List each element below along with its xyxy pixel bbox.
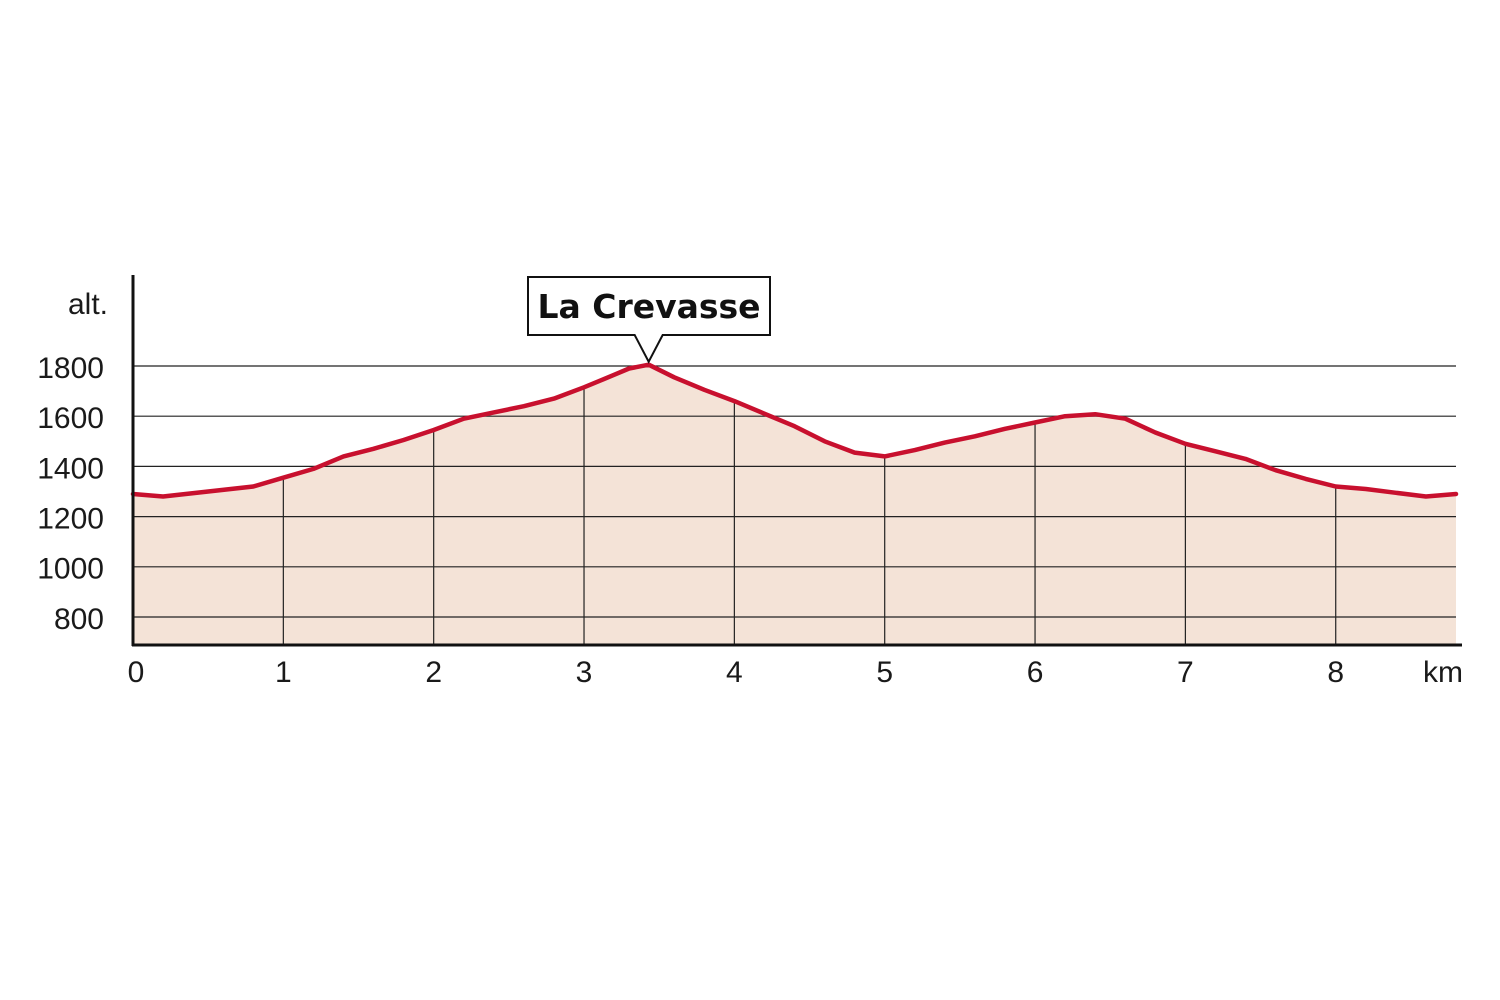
y-tick-label-1000: 1000 [37,553,104,586]
grid-layer [133,365,1456,645]
x-tick-label-5: 5 [876,656,893,689]
summit-callout-box [527,276,771,364]
summit-callout: La Crevasse [527,276,771,364]
y-tick-label-800: 800 [54,603,104,636]
x-tick-label-2: 2 [425,656,442,689]
x-tick-label-0: 0 [128,656,145,689]
profile-area [133,364,1456,645]
x-tick-label-1: 1 [275,656,292,689]
y-axis-label: alt. [68,288,108,321]
x-tick-label-3: 3 [576,656,593,689]
summit-callout-label: La Crevasse [537,287,760,326]
x-tick-label-4: 4 [726,656,743,689]
y-tick-label-1200: 1200 [37,503,104,536]
profile-line-layer [130,362,1459,499]
tick-label-layer: 800 1000 1200 1400 1600 1800 0 1 2 3 4 5 6 7 8 [37,352,1344,689]
profile-line [130,362,1459,499]
x-tick-label-6: 6 [1027,656,1044,689]
y-tick-label-1600: 1600 [37,402,104,435]
x-axis-label: km [1423,656,1463,689]
y-tick-label-1800: 1800 [37,352,104,385]
axis-layer [131,275,1462,647]
profile-area-fill-layer [133,364,1456,645]
x-tick-label-8: 8 [1327,656,1344,689]
x-tick-label-7: 7 [1177,656,1194,689]
y-tick-label-1400: 1400 [37,452,104,485]
